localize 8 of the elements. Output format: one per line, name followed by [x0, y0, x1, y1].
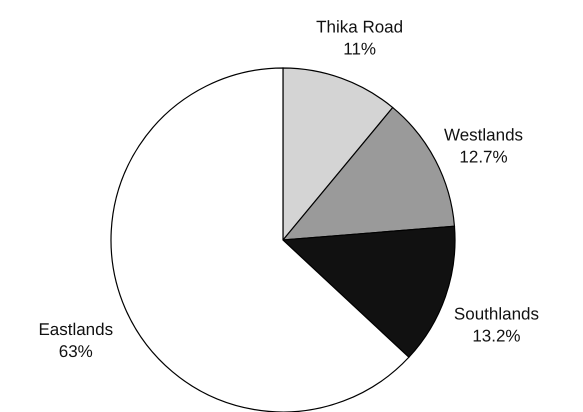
slice-label: Eastlands — [38, 320, 114, 340]
data-label: 13.2% — [472, 326, 521, 346]
slice-label: Southlands — [454, 304, 539, 324]
data-label: 11% — [343, 39, 376, 58]
data-label: 63% — [58, 342, 93, 362]
data-label: 12.7% — [459, 148, 508, 167]
slice-label: Westlands — [444, 126, 524, 145]
slice-label: Thika Road — [316, 17, 404, 36]
